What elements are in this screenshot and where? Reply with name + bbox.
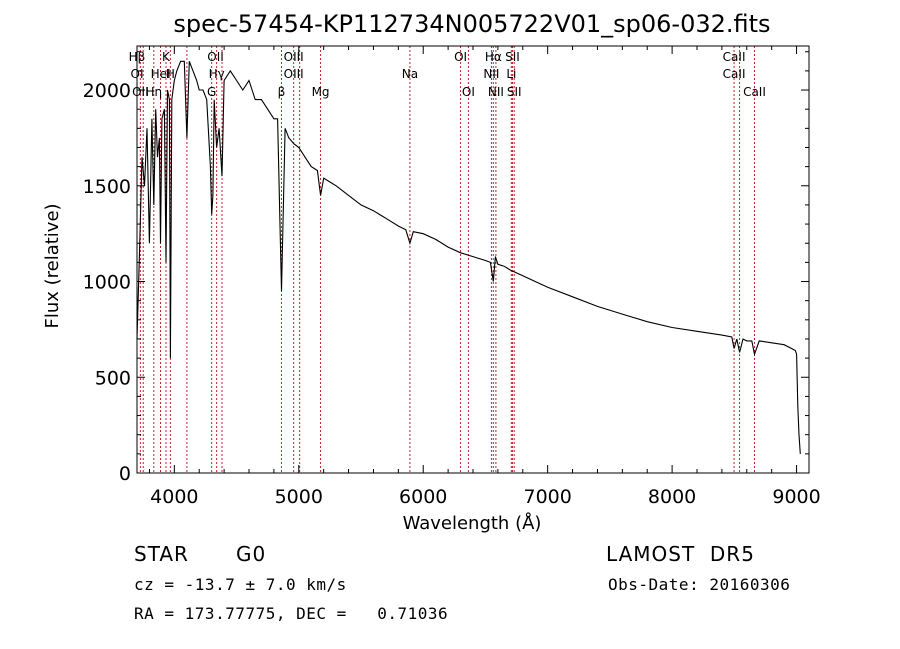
y-axis-label: Flux (relative) bbox=[42, 203, 63, 328]
line-label: Hα bbox=[485, 50, 502, 64]
chart-title: spec-57454-KP112734N005722V01_sp06-032.f… bbox=[173, 10, 770, 38]
line-label: β bbox=[278, 85, 286, 99]
y-tick-label: 2000 bbox=[83, 80, 131, 102]
x-tick-label: 6000 bbox=[399, 486, 447, 508]
x-axis: 4000 5000 6000 7000 8000 9000 bbox=[148, 46, 821, 508]
line-label: CaII bbox=[723, 67, 746, 81]
coordinates: RA = 173.77775, DEC = 0.71036 bbox=[134, 604, 449, 623]
line-label: Mg bbox=[312, 85, 330, 99]
x-axis-label: Wavelength (Å) bbox=[403, 512, 542, 534]
line-label: OIII bbox=[284, 50, 304, 64]
line-label: Hη bbox=[145, 85, 162, 99]
line-label: G bbox=[207, 85, 216, 99]
plot-frame bbox=[136, 45, 810, 474]
line-label: OII bbox=[132, 85, 149, 99]
line-label: OII bbox=[207, 50, 224, 64]
line-label: K bbox=[162, 50, 171, 64]
y-tick-label: 500 bbox=[95, 367, 131, 389]
line-label: SII bbox=[505, 50, 520, 64]
redshift-value: cz = -13.7 ± 7.0 km/s bbox=[134, 575, 347, 594]
line-label: Hγ bbox=[209, 67, 225, 81]
y-tick-label: 1500 bbox=[83, 176, 131, 198]
survey-name: LAMOST DR5 bbox=[606, 542, 755, 566]
line-label: CaII bbox=[723, 50, 746, 64]
line-markers bbox=[139, 46, 755, 473]
x-tick-label: 5000 bbox=[275, 486, 323, 508]
line-label: CaII bbox=[743, 85, 766, 99]
line-label: HeI bbox=[151, 67, 171, 81]
x-tick-label: 4000 bbox=[150, 486, 198, 508]
x-tick-label: 7000 bbox=[523, 486, 571, 508]
line-label: OIII bbox=[284, 67, 304, 81]
line-label: Na bbox=[402, 67, 418, 81]
object-subclass: G0 bbox=[236, 542, 267, 566]
line-label: SII bbox=[507, 85, 522, 99]
x-tick-label: 8000 bbox=[648, 486, 696, 508]
line-label: H bbox=[166, 67, 175, 81]
y-axis: 0 500 1000 1500 2000 bbox=[83, 51, 809, 485]
spectrum-line bbox=[136, 60, 801, 454]
y-tick-label: 1000 bbox=[83, 272, 131, 294]
observation-date: Obs-Date: 20160306 bbox=[608, 575, 791, 594]
line-label: OI bbox=[454, 50, 467, 64]
line-label: OI bbox=[462, 85, 475, 99]
line-label: NII bbox=[488, 85, 504, 99]
x-tick-label: 9000 bbox=[772, 486, 820, 508]
line-label: Li bbox=[506, 67, 516, 81]
y-tick-label: 0 bbox=[119, 463, 131, 485]
line-label: NII bbox=[483, 67, 499, 81]
object-class: STAR bbox=[134, 542, 189, 566]
